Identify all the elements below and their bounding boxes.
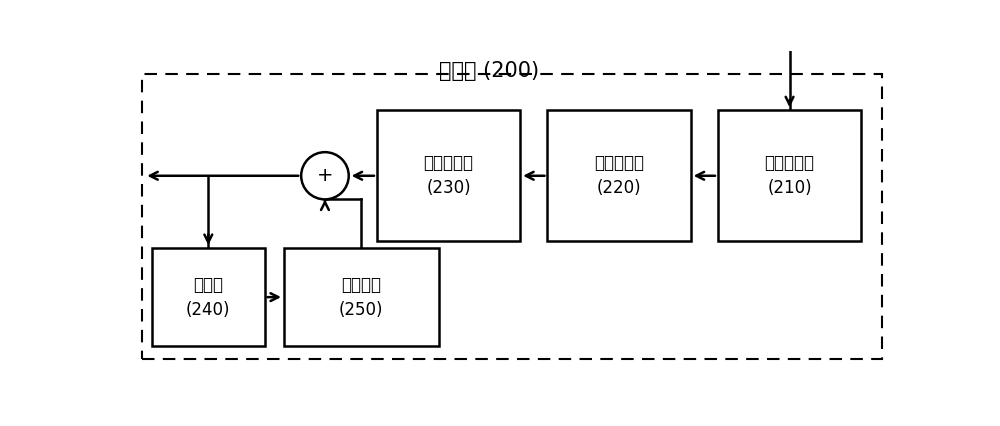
Ellipse shape xyxy=(301,152,349,199)
FancyBboxPatch shape xyxy=(284,248,439,346)
Text: 熵解码单元
(210): 熵解码单元 (210) xyxy=(765,154,815,197)
FancyBboxPatch shape xyxy=(152,248,264,346)
Text: 解码器 (200): 解码器 (200) xyxy=(439,61,539,81)
Text: +: + xyxy=(317,166,333,185)
FancyBboxPatch shape xyxy=(377,110,520,242)
Text: 逆变换单元
(230): 逆变换单元 (230) xyxy=(424,154,474,197)
Text: 去量化单元
(220): 去量化单元 (220) xyxy=(594,154,644,197)
FancyBboxPatch shape xyxy=(547,110,691,242)
Text: 预测单元
(250): 预测单元 (250) xyxy=(339,276,384,319)
Text: 缓存器
(240): 缓存器 (240) xyxy=(186,276,231,319)
FancyBboxPatch shape xyxy=(718,110,861,242)
